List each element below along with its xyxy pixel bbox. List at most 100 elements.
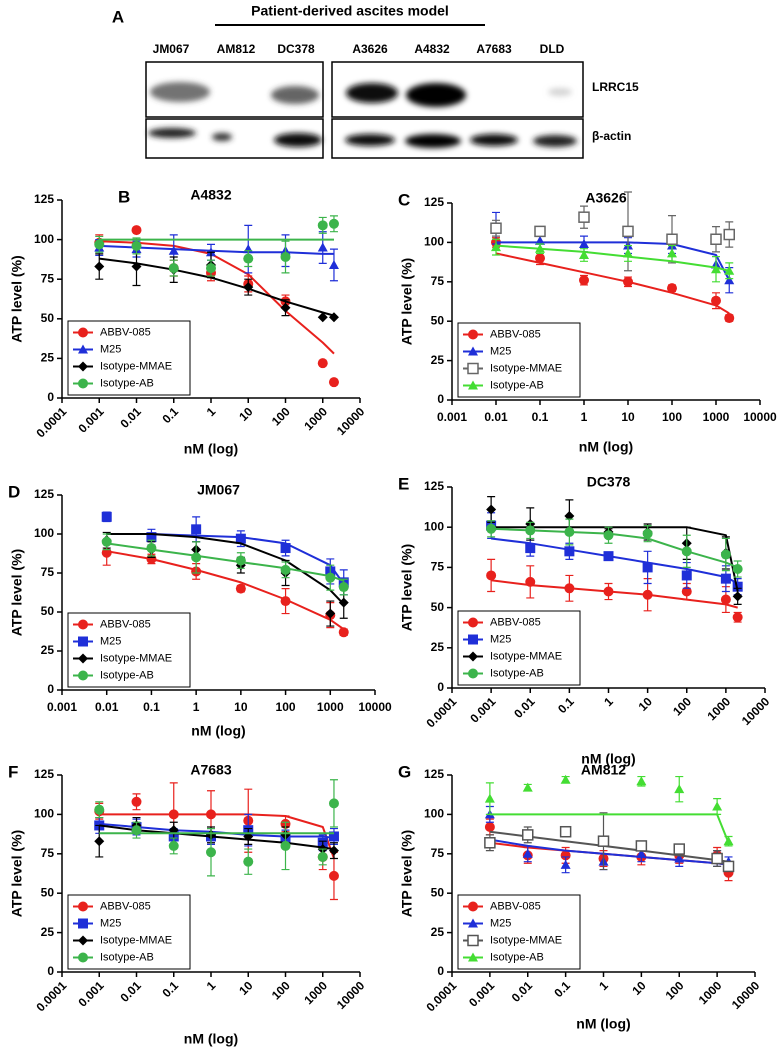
- legend-marker: [78, 670, 88, 681]
- panel-letter: E: [398, 474, 409, 493]
- point: [525, 576, 536, 587]
- legend-marker: [467, 362, 479, 375]
- y-tick-label: 50: [41, 604, 55, 618]
- point: [712, 801, 723, 811]
- point: [328, 870, 339, 881]
- x-tick-label: 0.01: [484, 410, 508, 424]
- legend-marker: [468, 380, 478, 390]
- legend-marker: [78, 378, 88, 389]
- fit-curve: [99, 257, 335, 317]
- y-tick-label: 25: [41, 925, 55, 939]
- y-tick-label: 75: [41, 565, 55, 579]
- y-tick-label: 100: [424, 519, 444, 533]
- point: [191, 524, 202, 535]
- point: [101, 536, 112, 547]
- x-tick-label: 100: [670, 694, 694, 718]
- point: [603, 530, 614, 541]
- point: [486, 570, 497, 581]
- fit-curve: [489, 830, 729, 863]
- point: [146, 532, 157, 543]
- y-tick-label: 125: [34, 487, 54, 501]
- point: [94, 261, 105, 272]
- legend-marker: [468, 918, 478, 928]
- legend-label: M25: [100, 343, 121, 355]
- y-tick-label: 25: [41, 351, 55, 365]
- point: [235, 555, 246, 566]
- point: [328, 312, 339, 323]
- point: [603, 551, 614, 562]
- x-tick-label: 1: [596, 978, 611, 993]
- point: [280, 564, 291, 575]
- point: [710, 233, 722, 245]
- panel-letter: D: [8, 482, 20, 501]
- point: [243, 282, 254, 293]
- lane-label: JM067: [153, 42, 190, 56]
- point: [131, 240, 142, 251]
- y-tick-label: 0: [47, 390, 54, 404]
- point: [535, 235, 545, 245]
- point: [635, 840, 648, 852]
- point: [534, 225, 546, 238]
- point: [101, 511, 112, 522]
- panel-letter: G: [398, 762, 411, 781]
- y-tick-label: 75: [41, 271, 55, 285]
- point: [131, 796, 142, 807]
- legend-marker: [78, 901, 88, 912]
- point: [484, 822, 495, 833]
- x-tick-label: 0.1: [159, 404, 181, 426]
- point: [328, 259, 339, 269]
- point: [328, 377, 339, 388]
- y-tick-label: 25: [431, 925, 445, 939]
- x-tick-label: 0.001: [75, 978, 106, 1009]
- y-tick-label: 0: [47, 964, 54, 978]
- legend-marker: [468, 901, 478, 912]
- x-tick-label: 0.001: [47, 700, 77, 714]
- legend-label: ABBV-085: [490, 328, 541, 340]
- point: [681, 546, 692, 557]
- legend-marker: [78, 636, 88, 647]
- chart: C A3626 ATP level (%) nM (log) 0 25 50 75 100 125…: [398, 190, 777, 455]
- y-tick-label: 100: [34, 232, 54, 246]
- point: [317, 220, 328, 231]
- y-tick-label: 100: [424, 235, 444, 249]
- y-tick-label: 50: [41, 311, 55, 325]
- chart-title: A3626: [585, 190, 626, 206]
- y-tick-label: 25: [431, 640, 445, 654]
- x-tick-label: 1000: [696, 978, 725, 1007]
- point: [720, 573, 731, 584]
- point: [328, 845, 339, 856]
- point: [325, 572, 336, 583]
- x-tick-label: 10000: [743, 410, 777, 424]
- x-tick-label: 10: [636, 694, 656, 714]
- point: [666, 233, 678, 245]
- x-tick-label: 0.1: [159, 978, 181, 1000]
- legend-label: ABBV-085: [490, 616, 541, 628]
- point: [578, 211, 590, 223]
- point: [280, 252, 291, 263]
- x-tick-label: 0.001: [467, 694, 498, 725]
- point: [732, 564, 743, 575]
- chart: B A4832 ATP level (%) nM (log) 0 25 50 75 100 125…: [9, 187, 368, 457]
- point: [317, 242, 328, 252]
- point: [280, 543, 291, 554]
- x-tick-label: 1000: [704, 694, 733, 723]
- point: [711, 264, 721, 274]
- legend-marker: [468, 329, 478, 340]
- point: [597, 835, 610, 847]
- fit-curve: [491, 527, 739, 569]
- point: [723, 228, 735, 241]
- panel-letter: F: [8, 762, 18, 781]
- legend-label: Isotype-MMAE: [100, 652, 172, 664]
- y-tick-label: 25: [431, 353, 445, 367]
- fit-curve: [99, 240, 335, 355]
- legend-marker: [78, 327, 88, 338]
- chart-title: DC378: [587, 474, 631, 490]
- point: [328, 798, 339, 809]
- x-tick-label: 0.1: [143, 700, 160, 714]
- legend-marker: [468, 634, 478, 645]
- x-tick-label: 1000: [301, 978, 330, 1007]
- point: [280, 302, 291, 313]
- y-tick-label: 0: [437, 680, 444, 694]
- x-tick-label: 1000: [317, 700, 344, 714]
